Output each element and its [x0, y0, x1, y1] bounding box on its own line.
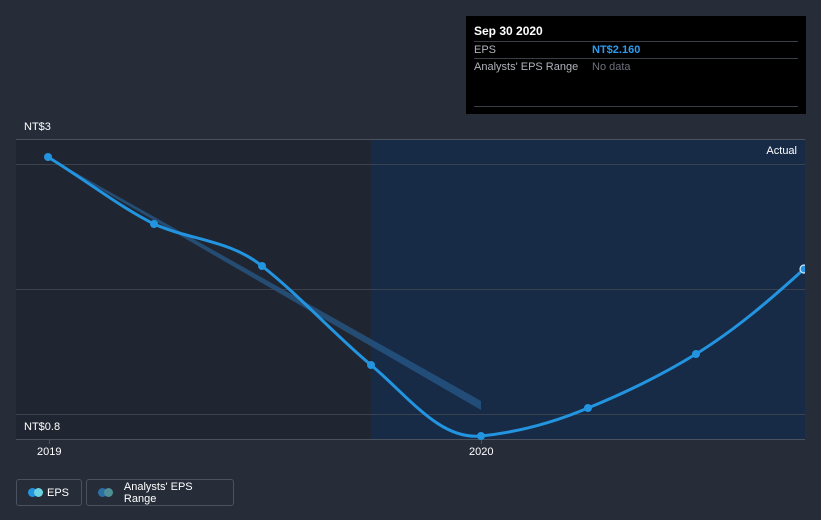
legend-eps-label: EPS [46, 486, 69, 499]
actual-region-label: Actual [766, 145, 797, 157]
tooltip-eps-label: EPS [474, 44, 497, 56]
eps-point[interactable] [692, 350, 700, 358]
tooltip-row-eps: EPS NT$2.160 [474, 41, 798, 59]
eps-point[interactable] [150, 220, 158, 228]
x-axis-label-2020: 2020 [469, 446, 494, 458]
tooltip-date: Sep 30 2020 [474, 24, 543, 38]
eps-legend-icon [28, 488, 43, 497]
analysts-eps-range-band [48, 157, 481, 410]
eps-point[interactable] [367, 361, 375, 369]
eps-point[interactable] [477, 432, 485, 440]
gridlines [16, 139, 805, 440]
legend-range-label: Analysts' EPS Range [123, 480, 193, 505]
tooltip-range-label: Analysts' EPS Range [474, 61, 579, 73]
tooltip-range-value: No data [592, 61, 631, 73]
tooltip: Sep 30 2020 EPS NT$2.160 Analysts' EPS R… [466, 16, 806, 114]
legend-eps[interactable]: EPS [16, 479, 82, 506]
eps-line [47, 155, 806, 438]
range-legend-icon [98, 488, 113, 497]
x-axis-label-2019: 2019 [37, 446, 62, 458]
y-axis-top-label: NT$3 [24, 121, 51, 133]
tooltip-divider [474, 106, 798, 107]
eps-point[interactable] [258, 262, 266, 270]
eps-point[interactable] [584, 404, 592, 412]
y-axis-bottom-label: NT$0.8 [24, 421, 61, 433]
tooltip-eps-value: NT$2.160 [592, 44, 641, 56]
legend-analysts-range[interactable]: Analysts' EPS Range [86, 479, 234, 506]
eps-point[interactable] [44, 153, 52, 161]
tooltip-row-range: Analysts' EPS Range No data [474, 58, 798, 76]
